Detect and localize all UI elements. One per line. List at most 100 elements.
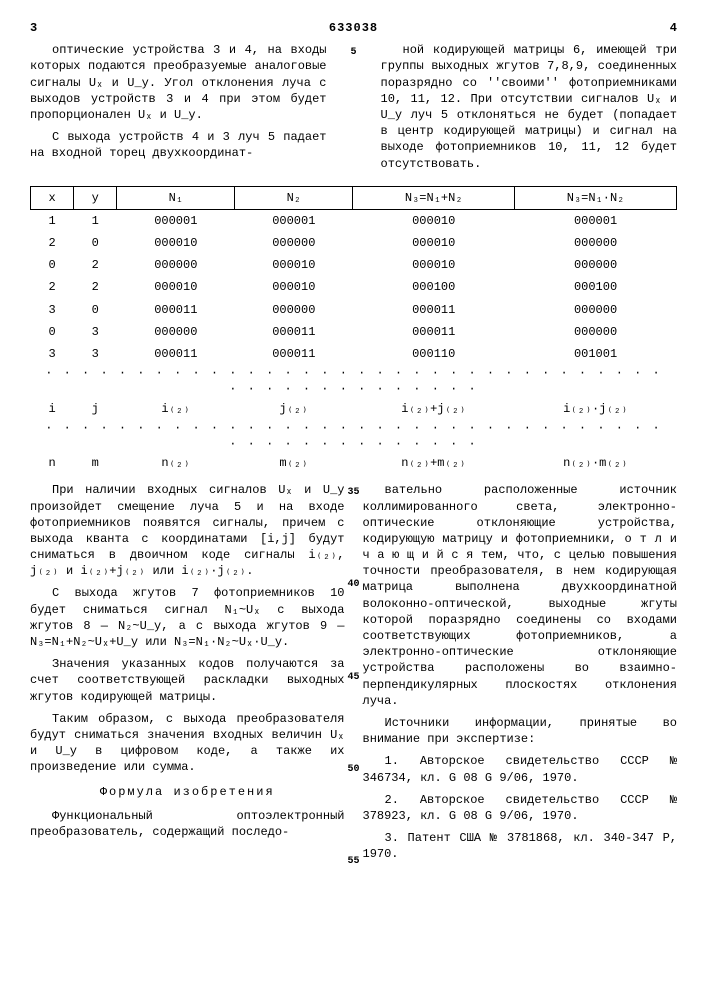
- line-mark: 35: [345, 486, 363, 500]
- table-cell: i₍₂₎·j₍₂₎: [515, 398, 677, 420]
- table-cell: 000000: [235, 299, 353, 321]
- page-header: 3 633038 4: [30, 20, 677, 36]
- reference: 2. Авторское свидетельство СССР № 378923…: [363, 792, 678, 824]
- table-cell: i₍₂₎+j₍₂₎: [353, 398, 515, 420]
- table-cell: 000000: [515, 321, 677, 343]
- para: С выхода устройств 4 и 3 луч 5 падает на…: [30, 129, 327, 161]
- table-cell: 000100: [515, 276, 677, 298]
- table-cell: 3: [74, 343, 117, 365]
- para: ной кодирующей матрицы 6, имеющей три гр…: [381, 42, 678, 172]
- table-cell: 3: [31, 299, 74, 321]
- table-cell: 000010: [117, 276, 235, 298]
- col-x: x: [31, 186, 74, 209]
- para: Функциональный оптоэлектронный преобразо…: [30, 808, 345, 840]
- table-cell: 2: [31, 232, 74, 254]
- para: вательно расположенные источник коллимир…: [363, 482, 678, 709]
- table-cell: 3: [31, 343, 74, 365]
- page-num-right: 4: [670, 20, 677, 36]
- table-cell: 000000: [515, 232, 677, 254]
- table-cell: 000000: [117, 254, 235, 276]
- table-cell: 0: [74, 299, 117, 321]
- table-cell: 000000: [235, 232, 353, 254]
- table-row: 22000010000010000100000100: [31, 276, 677, 298]
- lower-left-column: При наличии входных сигналов Uₓ и U_y пр…: [30, 482, 345, 868]
- table-row: 30000011000000000011000000: [31, 299, 677, 321]
- table-cell: 000010: [353, 254, 515, 276]
- col-n3sum: N₃=N₁+N₂: [353, 186, 515, 209]
- top-left-column: оптические устройства 3 и 4, на входы ко…: [30, 42, 327, 178]
- col-n3prod: N₃=N₁·N₂: [515, 186, 677, 209]
- col-n1: N₁: [117, 186, 235, 209]
- table-symrow: iji₍₂₎j₍₂₎i₍₂₎+j₍₂₎i₍₂₎·j₍₂₎: [31, 398, 677, 420]
- table-cell: n: [31, 452, 74, 474]
- table-cell: 000011: [117, 343, 235, 365]
- table-cell: 000001: [235, 209, 353, 232]
- table-cell: 000010: [117, 232, 235, 254]
- top-right-column: ной кодирующей матрицы 6, имеющей три гр…: [381, 42, 678, 178]
- table-cell: 000100: [353, 276, 515, 298]
- table-cell: 2: [31, 276, 74, 298]
- data-table: x y N₁ N₂ N₃=N₁+N₂ N₃=N₁·N₂ 110000010000…: [30, 186, 677, 475]
- table-cell: 3: [74, 321, 117, 343]
- table-cell: 0: [31, 321, 74, 343]
- reference: 1. Авторское свидетельство СССР № 346734…: [363, 753, 678, 785]
- table-row: 03000000000011000011000000: [31, 321, 677, 343]
- para: При наличии входных сигналов Uₓ и U_y пр…: [30, 482, 345, 579]
- table-cell: j: [74, 398, 117, 420]
- table-row: 02000000000010000010000000: [31, 254, 677, 276]
- formula-title: Формула изобретения: [30, 784, 345, 800]
- table-cell: 0: [74, 232, 117, 254]
- table-body: 1100000100000100001000000120000010000000…: [31, 209, 677, 474]
- para: Значения указанных кодов получаются за с…: [30, 656, 345, 705]
- table-cell: n₍₂₎+m₍₂₎: [353, 452, 515, 474]
- table-cell: 000001: [515, 209, 677, 232]
- table-cell: 001001: [515, 343, 677, 365]
- table-cell: 1: [31, 209, 74, 232]
- table-cell: 000001: [117, 209, 235, 232]
- line-mark: 55: [345, 855, 363, 869]
- table-cell: 000011: [235, 343, 353, 365]
- table-cell: 000010: [353, 209, 515, 232]
- table-row: 11000001000001000010000001: [31, 209, 677, 232]
- table-cell: n₍₂₎: [117, 452, 235, 474]
- table-row: 20000010000000000010000000: [31, 232, 677, 254]
- table-cell: 2: [74, 254, 117, 276]
- table-cell: i: [31, 398, 74, 420]
- table-cell: 0: [31, 254, 74, 276]
- table-symrow: nmn₍₂₎m₍₂₎n₍₂₎+m₍₂₎n₍₂₎·m₍₂₎: [31, 452, 677, 474]
- table-cell: 000000: [515, 254, 677, 276]
- table-cell: 1: [74, 209, 117, 232]
- table-cell: 000010: [353, 232, 515, 254]
- top-columns: оптические устройства 3 и 4, на входы ко…: [30, 42, 677, 178]
- table-header-row: x y N₁ N₂ N₃=N₁+N₂ N₃=N₁·N₂: [31, 186, 677, 209]
- table-cell: 000011: [235, 321, 353, 343]
- para: С выхода жгутов 7 фотоприемников 10 буде…: [30, 585, 345, 650]
- table-cell: m: [74, 452, 117, 474]
- table-cell: 000000: [117, 321, 235, 343]
- line-mark: 5: [345, 46, 363, 60]
- table-cell: i₍₂₎: [117, 398, 235, 420]
- page-num-left: 3: [30, 20, 37, 36]
- table-cell: 000010: [235, 276, 353, 298]
- reference: 3. Патент США № 3781868, кл. 340-347 Р, …: [363, 830, 678, 862]
- line-marks: 35 40 45 50 55: [345, 482, 363, 868]
- table-cell: 000011: [353, 299, 515, 321]
- table-cell: m₍₂₎: [235, 452, 353, 474]
- table-row: 33000011000011000110001001: [31, 343, 677, 365]
- table-cell: 000000: [515, 299, 677, 321]
- table-dots: · · · · · · · · · · · · · · · · · · · · …: [31, 420, 677, 452]
- line-mark: 50: [345, 763, 363, 777]
- para: оптические устройства 3 и 4, на входы ко…: [30, 42, 327, 123]
- table-cell: 000011: [353, 321, 515, 343]
- table-cell: 000110: [353, 343, 515, 365]
- para: Источники информации, принятые во вниман…: [363, 715, 678, 747]
- line-mark: 45: [345, 671, 363, 685]
- table-cell: 000011: [117, 299, 235, 321]
- table-cell: n₍₂₎·m₍₂₎: [515, 452, 677, 474]
- table-cell: j₍₂₎: [235, 398, 353, 420]
- col-y: y: [74, 186, 117, 209]
- para: Таким образом, с выхода преобразователя …: [30, 711, 345, 776]
- line-mark: 40: [345, 578, 363, 592]
- line-marks-top: 5: [345, 42, 363, 178]
- table-dots: · · · · · · · · · · · · · · · · · · · · …: [31, 365, 677, 397]
